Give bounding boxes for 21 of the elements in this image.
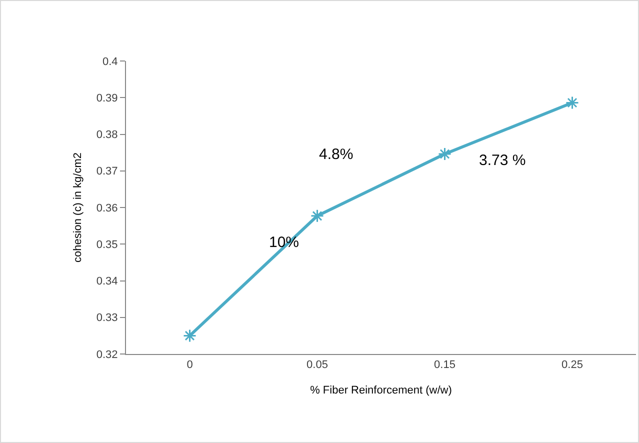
y-tick-label: 0.32 — [96, 348, 118, 361]
y-tick-label: 0.33 — [96, 312, 118, 324]
x-tick-label: 0.05 — [306, 359, 328, 372]
annotation: 3.73 % — [479, 152, 526, 169]
y-tick-label: 0.34 — [96, 276, 118, 288]
y-tick-label: 0.35 — [96, 238, 118, 251]
x-tick-label: 0.25 — [562, 359, 583, 372]
annotation: 4.8% — [319, 146, 354, 163]
y-tick-label: 0.37 — [96, 166, 118, 178]
y-tick-label: 0.39 — [96, 92, 118, 104]
y-tick-label: 0.38 — [96, 129, 118, 142]
y-axis-title: cohesion (c) in kg/cm2 — [72, 152, 84, 263]
point — [310, 209, 324, 223]
y-tick-label: 0.4 — [102, 56, 118, 68]
x-axis-title: % Fiber Reinforcement (w/w) — [310, 384, 452, 396]
y-tick-label: 0.36 — [96, 202, 118, 214]
point — [183, 328, 196, 342]
x-tick-label: 0 — [186, 359, 193, 372]
point — [566, 96, 579, 110]
x-tick-label: 0.15 — [434, 359, 456, 372]
point — [438, 147, 452, 161]
